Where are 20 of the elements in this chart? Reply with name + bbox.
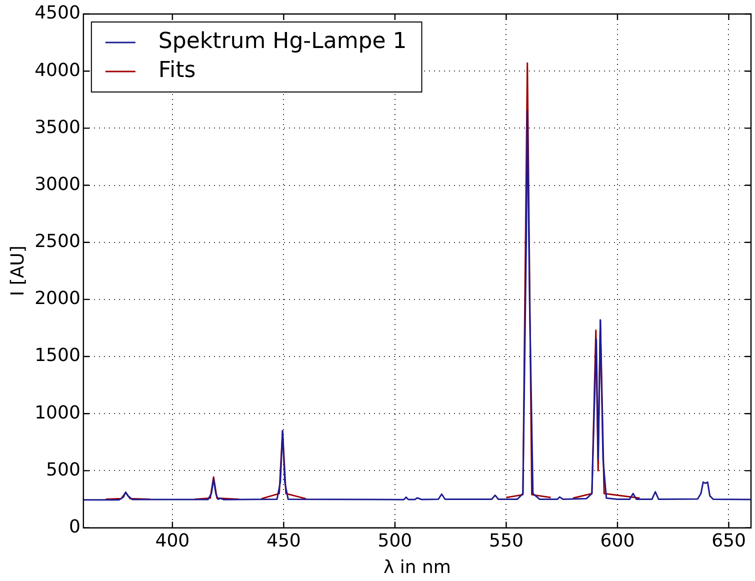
x-tick-label: 400 bbox=[155, 530, 190, 552]
y-tick-label: 3000 bbox=[34, 174, 80, 195]
y-axis-title: I [AU] bbox=[7, 246, 28, 296]
x-tick-label: 600 bbox=[600, 530, 635, 552]
y-tick-label: 4500 bbox=[34, 2, 80, 24]
y-tick-label: 2500 bbox=[34, 231, 80, 252]
y-tick-label: 0 bbox=[68, 516, 80, 538]
x-tick-label: 450 bbox=[266, 530, 301, 552]
y-tick-label: 500 bbox=[46, 459, 80, 480]
y-tick-label: 1000 bbox=[34, 402, 80, 424]
y-tick-label: 3500 bbox=[34, 116, 80, 138]
x-axis-title: λ in nm bbox=[383, 556, 451, 578]
y-tick-label: 2000 bbox=[34, 288, 80, 310]
x-tick-label: 650 bbox=[712, 530, 746, 552]
legend-label: Fits bbox=[158, 58, 196, 84]
x-tick-label: 550 bbox=[489, 530, 524, 552]
y-tick-label: 1500 bbox=[34, 345, 80, 366]
x-tick-label: 500 bbox=[378, 530, 412, 552]
y-tick-label: 4000 bbox=[34, 60, 80, 81]
legend-label: Spektrum Hg-Lampe 1 bbox=[158, 29, 407, 54]
